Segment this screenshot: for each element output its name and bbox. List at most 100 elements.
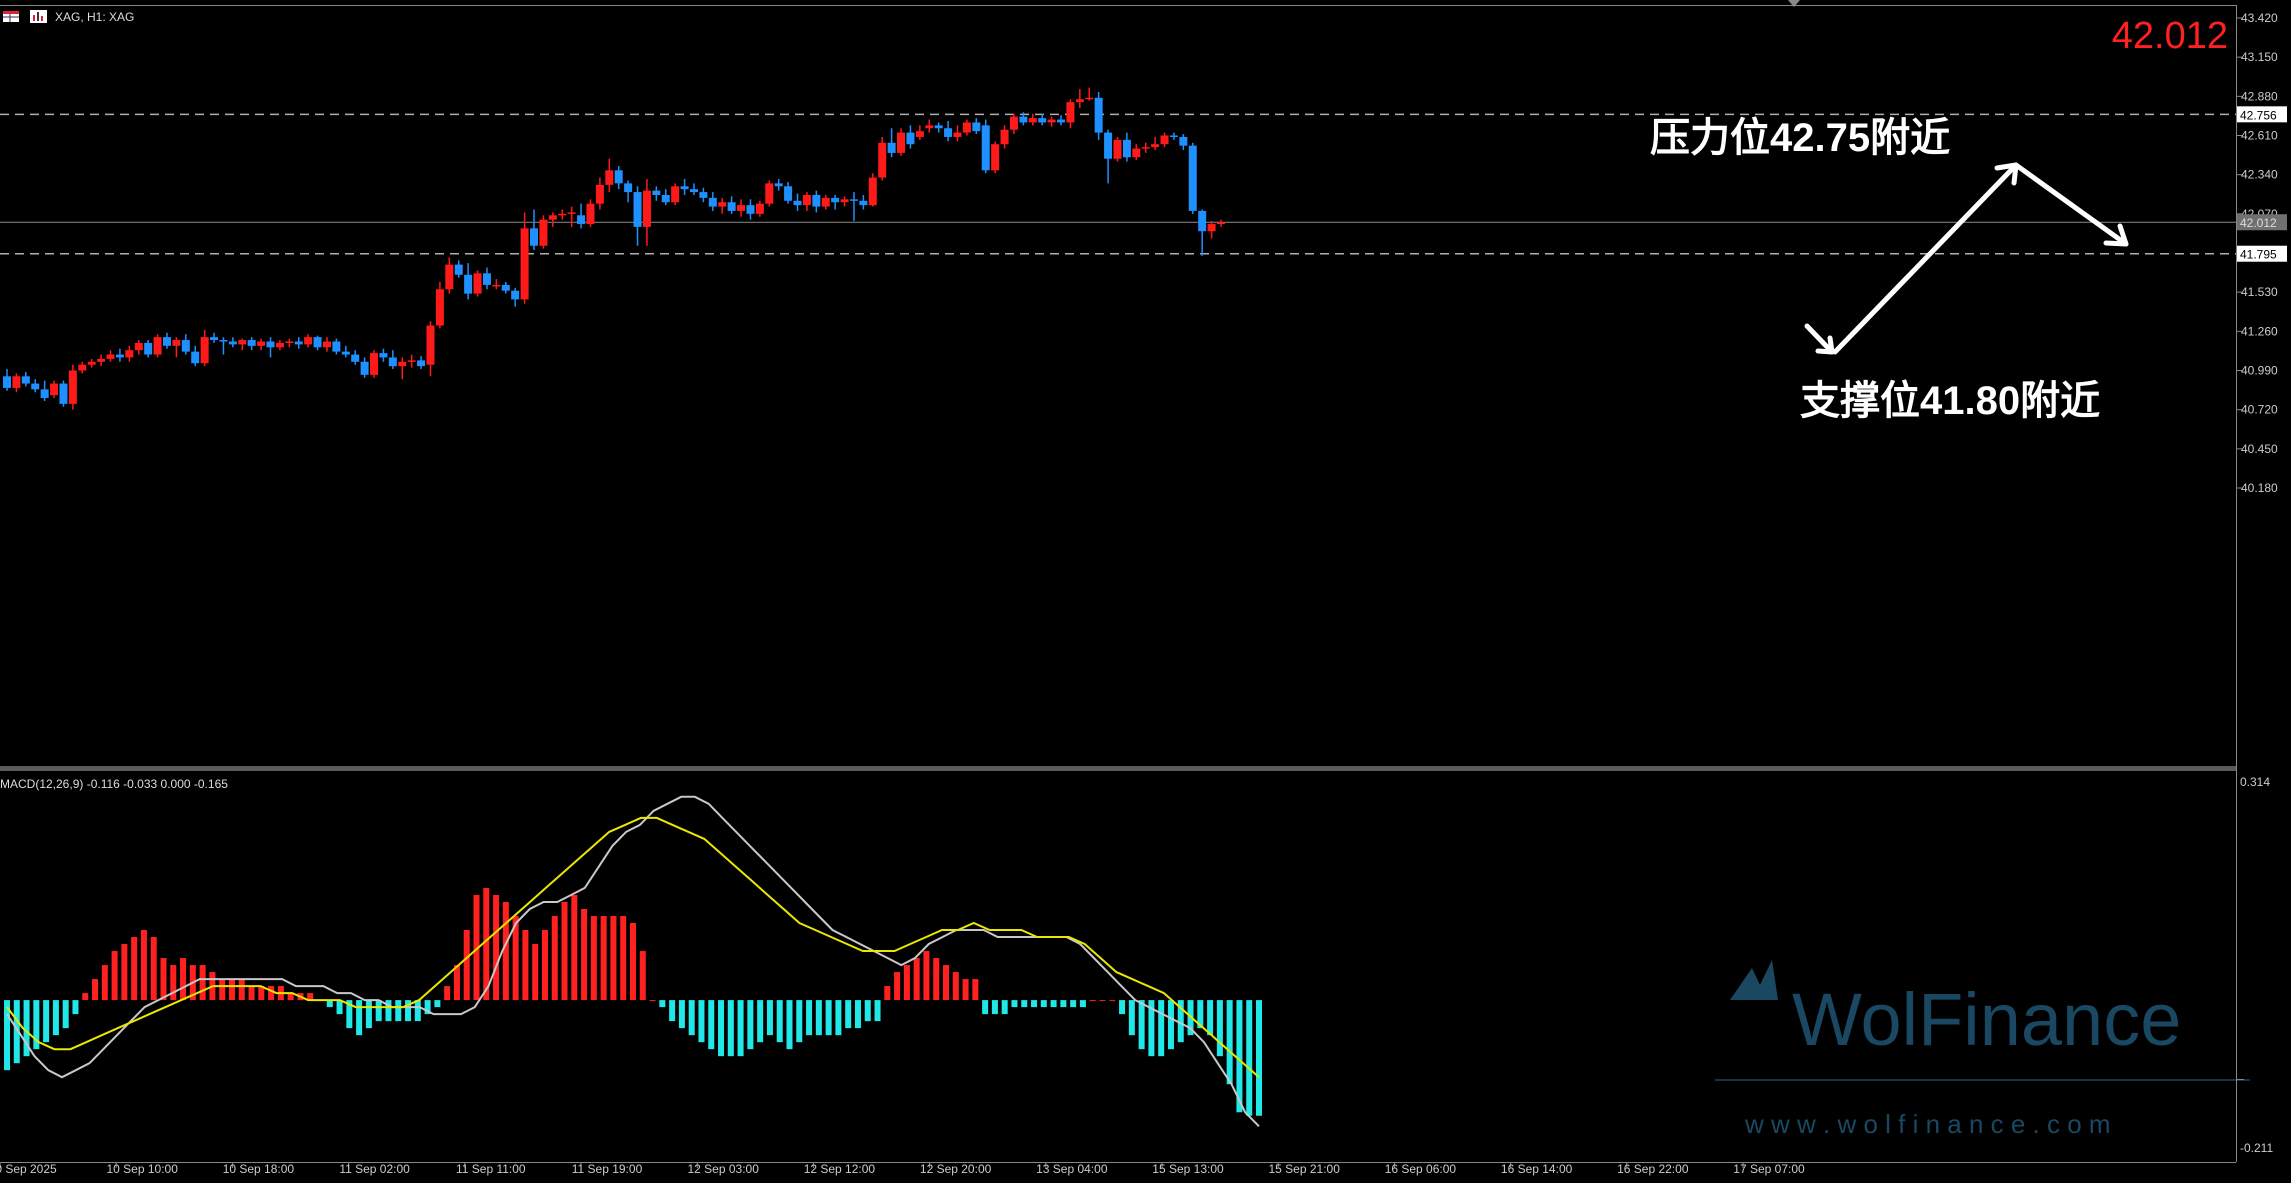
candle (304, 334, 313, 348)
macd-histogram-bar (414, 1000, 421, 1022)
macd-histogram-bar (825, 1000, 832, 1036)
macd-histogram-bar (160, 958, 167, 1001)
candle (1151, 136, 1160, 151)
candle (31, 379, 40, 393)
price-tick-label: 40.990 (2241, 364, 2278, 378)
candle (1038, 113, 1047, 126)
projection-arrow (1804, 162, 2129, 355)
candle (962, 119, 971, 136)
candle (1066, 99, 1075, 129)
candle (991, 141, 1000, 174)
candle (247, 337, 256, 351)
time-tick-label: 15 Sep 13:00 (1152, 1162, 1224, 1176)
candle (934, 122, 943, 133)
time-tick-label: 13 Sep 04:00 (1036, 1162, 1108, 1176)
macd-histogram-bar (1197, 1000, 1204, 1029)
macd-histogram-bar (336, 1000, 343, 1015)
candle (417, 355, 426, 370)
macd-histogram-bar (493, 894, 500, 1001)
candle (388, 350, 397, 370)
time-tick-label: 10 Sep 18:00 (223, 1162, 295, 1176)
candle (181, 334, 190, 355)
candle (633, 186, 642, 246)
macd-histogram-bar (796, 1000, 803, 1043)
candle (944, 120, 953, 142)
candle (275, 340, 284, 351)
macd-histogram-bar (287, 993, 294, 1001)
watermark-brand: WolFinance (1792, 978, 2181, 1061)
candle (972, 118, 981, 135)
macd-histogram-bar (952, 972, 959, 1001)
candle (840, 196, 849, 207)
macd-histogram-bar (140, 930, 147, 1001)
macd-histogram-bar (1001, 1000, 1008, 1015)
candle (398, 357, 407, 380)
pane-separator[interactable] (0, 766, 2236, 771)
candle (699, 187, 708, 203)
candle (1028, 113, 1037, 126)
candle (1075, 89, 1084, 108)
candle (1141, 142, 1150, 153)
macd-histogram-bar (522, 930, 529, 1001)
macd-histogram-bar (991, 1000, 998, 1015)
macd-histogram-bar (483, 887, 490, 1001)
macd-histogram-bar (199, 965, 206, 1001)
candle (1113, 136, 1122, 162)
macd-histogram-bar (835, 1000, 842, 1036)
chart-shift-marker[interactable] (1788, 0, 1800, 7)
macd-histogram-bar (845, 1000, 852, 1029)
macd-histogram-bar (453, 965, 460, 1001)
candle (370, 350, 379, 378)
candle (755, 200, 764, 217)
macd-histogram-bar (698, 1000, 705, 1043)
macd-histogram-bar (708, 1000, 715, 1050)
price-tick-label: 40.450 (2241, 442, 2278, 456)
macd-histogram-bar (678, 1000, 685, 1029)
time-tick-label: 16 Sep 06:00 (1385, 1162, 1457, 1176)
price-tick-label: 40.720 (2241, 403, 2278, 417)
candle (172, 337, 181, 358)
macd-histogram-bar (864, 1000, 871, 1022)
macd-histogram-bar (473, 894, 480, 1001)
macd-histogram-bar (1158, 1000, 1165, 1057)
bar-chart-icon[interactable] (30, 10, 47, 23)
candle (191, 345, 200, 367)
candle (266, 337, 275, 358)
candle (577, 203, 586, 229)
macd-histogram-bar (1148, 1000, 1155, 1057)
candle (379, 348, 388, 362)
macd-histogram-bar (121, 944, 128, 1001)
candle (313, 335, 322, 351)
candle (586, 199, 595, 227)
candle (774, 179, 783, 191)
candle (520, 212, 529, 304)
current-price-display: 42.012 (2112, 15, 2228, 57)
candle (435, 282, 444, 329)
macd-histogram-bar (248, 986, 255, 1001)
macd-histogram-bar (551, 915, 558, 1001)
candle (1094, 91, 1103, 140)
macd-histogram-bar (1099, 1000, 1106, 1002)
table-icon[interactable] (3, 11, 19, 22)
macd-histogram-bar (1119, 1000, 1126, 1015)
macd-histogram-bar (639, 951, 646, 1001)
chart-title: XAG, H1: XAG (55, 10, 134, 24)
candle (680, 179, 689, 195)
macd-histogram-bar (982, 1000, 989, 1015)
price-tick-label: 42.340 (2241, 168, 2278, 182)
candle (595, 177, 604, 210)
candle (257, 338, 266, 351)
candle (106, 350, 115, 362)
macd-histogram-bar (512, 915, 519, 1001)
macd-histogram-bar (943, 965, 949, 1001)
candle (624, 180, 633, 203)
macd-axis-bottom: -0.211 (2240, 1141, 2273, 1155)
candle (1198, 209, 1207, 256)
macd-histogram-bar (590, 915, 597, 1001)
candle (708, 192, 717, 211)
macd-histogram-bar (1216, 1000, 1223, 1057)
macd-histogram-bar (737, 1000, 744, 1057)
candle (332, 338, 341, 355)
macd-histogram-bar (4, 1000, 10, 1071)
